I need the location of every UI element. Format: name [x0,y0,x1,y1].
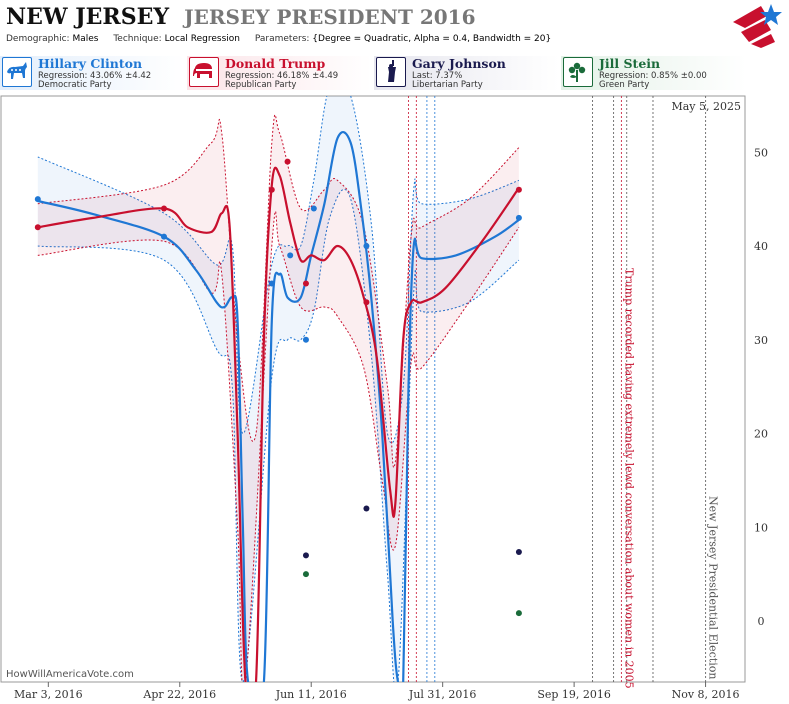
donkey-icon [2,57,32,87]
x-tick-label: Nov 8, 2016 [672,688,740,701]
y-tick-label: 50 [754,146,768,159]
watermark: HowWillAmericaVote.com [6,669,134,680]
y-tick-label: 30 [754,334,768,347]
parameters-line: Demographic: Males Technique: Local Regr… [6,34,563,44]
legend-johnson[interactable]: Gary Johnson Last: 7.37% Libertarian Par… [374,56,559,90]
event-annotation: New Jersey Presidential Election [707,496,720,679]
candidate-name: Jill Stein [599,56,661,71]
confidence-upper-line [37,96,520,444]
demographic-label: Demographic: [6,34,70,44]
event-annotation: Trump recorded having extremely lewd con… [622,268,635,689]
confidence-lower-line [37,211,520,682]
chart-title: NEW JERSEY JERSEY PRESIDENT 2016 [6,4,476,34]
x-tick-label: Sep 19, 2016 [537,688,611,701]
poll-point [160,205,167,212]
poll-point [515,610,522,617]
technique-value: Local Regression [164,34,240,44]
candidate-stat: Regression: 46.18% ±4.49 [225,71,339,81]
candidate-party: Republican Party [225,80,297,90]
race-title: JERSEY PRESIDENT 2016 [184,5,476,29]
parameters-label: Parameters: [254,34,310,44]
poll-point [302,571,309,578]
poll-point [268,280,275,287]
state-title: NEW JERSEY [6,4,170,30]
regression-line [37,166,520,682]
candidate-stat: Last: 7.37% [412,71,463,81]
legend-clinton[interactable]: Hillary Clinton Regression: 43.06% ±4.42… [0,56,185,90]
candidate-name: Donald Trump [225,56,326,71]
confidence-band [37,114,519,682]
poll-point [302,552,309,559]
candidate-name: Gary Johnson [412,56,506,71]
poll-point [515,186,522,193]
y-tick-label: 40 [754,240,768,253]
candidate-party: Democratic Party [38,80,112,90]
x-tick-label: Jul 31, 2016 [408,688,477,701]
elephant-icon [189,57,219,87]
poll-point [302,280,309,287]
y-tick-label: 20 [754,428,768,441]
y-tick-label: 0 [758,615,765,628]
confidence-band [37,96,519,682]
poll-point [287,252,294,259]
candidate-party: Green Party [599,80,650,90]
site-logo-icon [733,4,782,48]
candidate-stat: Regression: 43.06% ±4.42 [38,71,152,81]
demographic-value: Males [72,34,99,44]
y-tick-label: 10 [754,521,768,534]
date-label: May 5, 2025 [671,100,741,113]
poll-point [363,243,370,250]
technique-label: Technique: [113,34,162,44]
plot-frame [0,95,746,683]
legend-trump[interactable]: Donald Trump Regression: 46.18% ±4.49 Re… [187,56,372,90]
parameters-value: {Degree = Quadratic, Alpha = 0.4, Bandwi… [312,34,552,44]
x-tick-label: Mar 3, 2016 [14,688,83,701]
flower-icon [563,57,593,87]
liberty-statue-icon [376,57,406,87]
x-tick-label: Apr 22, 2016 [142,688,216,701]
poll-point [268,186,275,193]
poll-point [515,214,522,221]
x-tick-label: Jun 11, 2016 [275,688,347,701]
poll-point [515,548,522,555]
plot-area [34,96,522,682]
poll-point [34,196,41,203]
candidate-name: Hillary Clinton [38,56,143,71]
candidate-stat: Regression: 0.85% ±0.00 [599,71,707,81]
poll-point [34,224,41,231]
poll-point [302,336,309,343]
poll-point [160,233,167,240]
poll-point [363,505,370,512]
poll-point [284,158,291,165]
poll-point [310,205,317,212]
legend-stein[interactable]: Jill Stein Regression: 0.85% ±0.00 Green… [561,56,746,90]
poll-point [363,299,370,306]
candidate-party: Libertarian Party [412,80,483,90]
